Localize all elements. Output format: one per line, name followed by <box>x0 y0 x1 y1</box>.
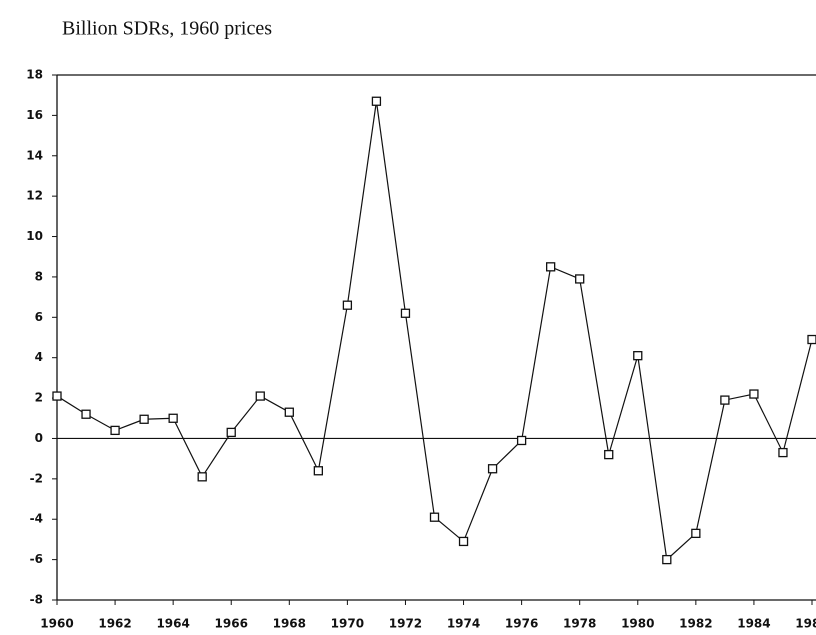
data-point <box>284 407 294 417</box>
x-tick-label: 1974 <box>447 617 480 631</box>
data-point <box>516 435 527 446</box>
data-point <box>691 528 701 539</box>
data-point <box>749 389 759 399</box>
data-point <box>633 351 643 361</box>
y-tick-label: 10 <box>26 229 43 243</box>
y-tick-label: -8 <box>30 593 43 607</box>
x-tick-label: 1964 <box>156 617 189 631</box>
y-tick-label: -2 <box>30 471 43 485</box>
y-tick-label: -6 <box>30 552 43 566</box>
x-tick-label: 1982 <box>679 617 712 631</box>
y-tick-label: 4 <box>35 350 43 364</box>
x-tick-label: 1980 <box>621 617 654 631</box>
data-point <box>197 472 207 482</box>
data-point <box>52 391 62 401</box>
data-point <box>371 96 382 106</box>
data-point <box>575 274 585 284</box>
data-point <box>110 425 120 436</box>
data-point <box>168 413 178 423</box>
y-tick-label: 0 <box>35 431 43 445</box>
data-point <box>807 334 816 345</box>
x-tick-label: 1966 <box>215 617 248 631</box>
x-tick-label: 1962 <box>98 617 131 631</box>
x-tick-label: 1972 <box>389 617 422 631</box>
data-point <box>226 427 236 438</box>
chart-subtitle: Billion SDRs, 1960 prices <box>62 18 272 40</box>
x-tick-label: 1968 <box>273 617 306 631</box>
x-tick-label: 1986 <box>795 617 816 631</box>
data-point <box>458 536 469 547</box>
data-point <box>720 395 730 405</box>
data-point <box>81 409 91 419</box>
data-point <box>662 554 672 565</box>
data-point <box>342 300 353 310</box>
data-point <box>400 308 411 318</box>
x-tick-label: 1970 <box>331 617 364 631</box>
data-point <box>429 512 440 522</box>
data-point <box>604 449 614 460</box>
y-tick-label: 16 <box>26 108 43 122</box>
y-tick-label: 18 <box>26 68 43 82</box>
y-tick-label: 12 <box>26 189 43 203</box>
data-point <box>778 447 788 458</box>
y-tick-label: 8 <box>35 269 43 283</box>
x-tick-label: 1978 <box>563 617 596 631</box>
data-point <box>313 466 323 476</box>
data-point <box>139 414 149 424</box>
data-line <box>56 101 813 561</box>
x-tick-label: 1960 <box>40 617 73 631</box>
x-tick-label: 1984 <box>737 617 770 631</box>
y-tick-label: 2 <box>35 391 43 405</box>
data-point <box>546 262 556 272</box>
data-point <box>255 391 265 401</box>
y-tick-label: 6 <box>35 310 43 324</box>
y-tick-label: 14 <box>26 148 43 162</box>
data-point <box>487 464 498 474</box>
x-tick-label: 1976 <box>505 617 538 631</box>
y-tick-label: -4 <box>30 512 43 526</box>
